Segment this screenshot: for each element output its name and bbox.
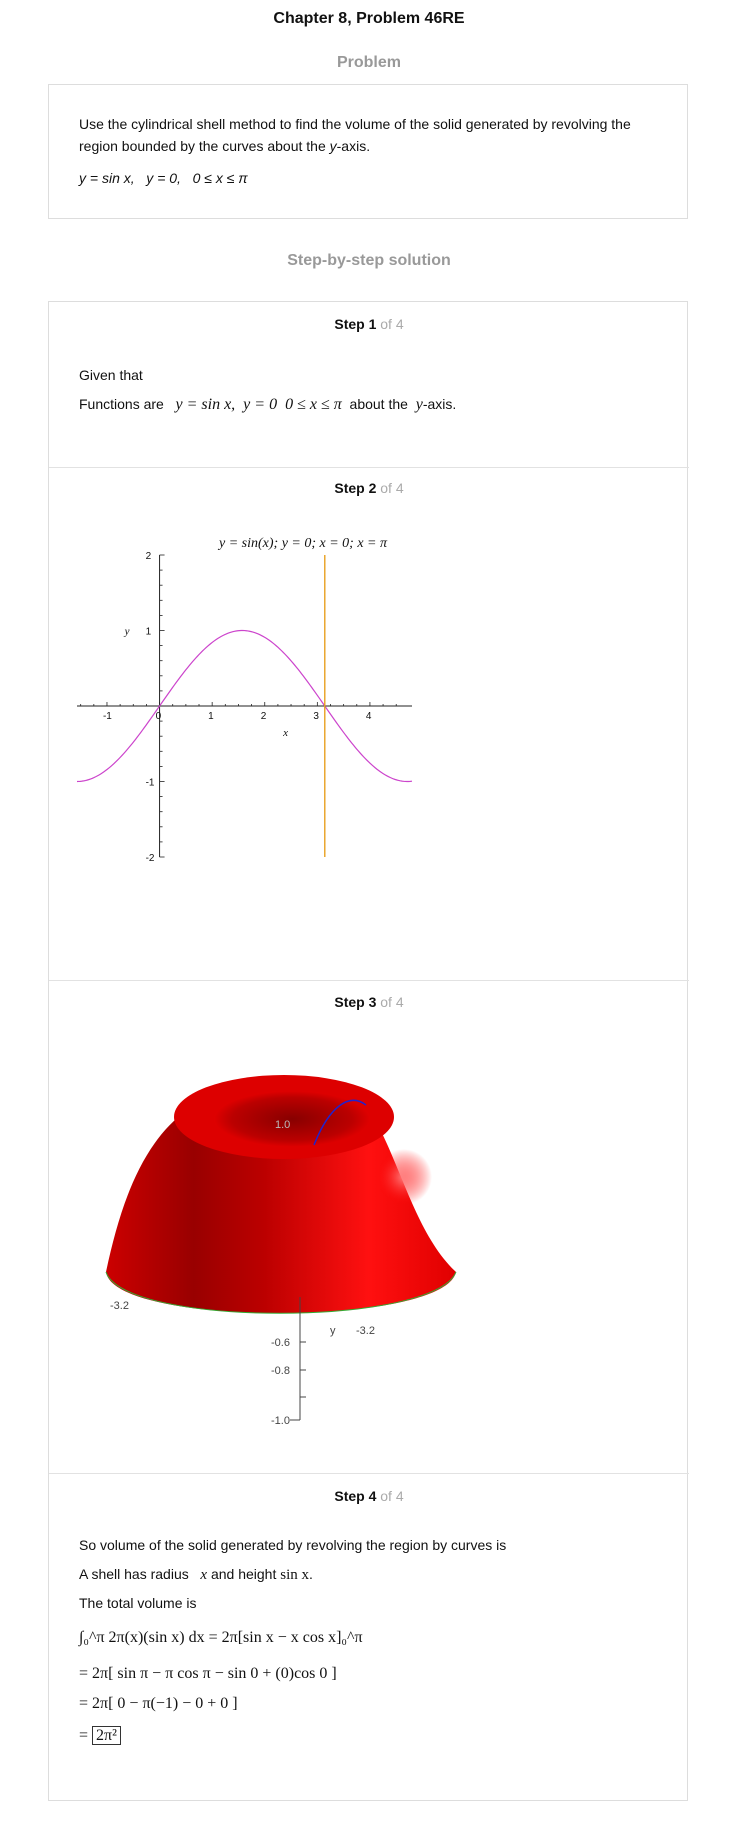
generating-curve bbox=[313, 1099, 367, 1146]
problem-text: Use the cylindrical shell method to find… bbox=[79, 116, 631, 154]
x-tick-label: 1 bbox=[208, 711, 214, 722]
y-tick-label: -1 bbox=[146, 778, 155, 789]
step-1-functions: Functions are y = sin x, y = 0 0 ≤ x ≤ π… bbox=[79, 396, 457, 413]
step-4-eq4: = 2π² bbox=[79, 1725, 121, 1747]
step-2-header: Step 2 of 4 bbox=[334, 480, 404, 496]
step-4-line1: So volume of the solid generated by revo… bbox=[79, 1537, 507, 1553]
solution-box: Step 1 of 4 Given that Functions are y =… bbox=[48, 301, 689, 1801]
step-4-line2: A shell has radius x and height sin x. bbox=[79, 1566, 313, 1583]
x-tick-label: -1 bbox=[103, 711, 112, 722]
x-tick-label: 4 bbox=[366, 711, 372, 722]
problem-box: Use the cylindrical shell method to find… bbox=[48, 84, 688, 219]
step-4-eq1: ∫₀^π 2π(x)(sin x) dx = 2π[sin x − x cos … bbox=[79, 1629, 363, 1646]
x-tick-label: 0 bbox=[156, 711, 162, 722]
y-tick-label: -2 bbox=[146, 853, 155, 864]
z-tick-neg06: -0.6 bbox=[271, 1337, 290, 1349]
solution-section-title: Step-by-step solution bbox=[287, 252, 451, 269]
y-tick-label: 2 bbox=[146, 551, 152, 562]
chart-ticks: -1 0 1 2 3 4 2 1 -1 -2 bbox=[80, 551, 397, 864]
problem-section-title: Problem bbox=[336, 54, 401, 71]
step-divider bbox=[49, 1473, 689, 1474]
chapter-title: Chapter 8, Problem 46RE bbox=[273, 10, 465, 27]
z-tick-neg10: -1.0 bbox=[271, 1415, 290, 1427]
step-1-header: Step 1 of 4 bbox=[334, 316, 404, 332]
solid-highlight bbox=[376, 1149, 432, 1205]
step-4-eq2: = 2π[ sin π − π cos π − sin 0 + (0)cos 0… bbox=[79, 1665, 337, 1682]
step-3-header: Step 3 of 4 bbox=[334, 994, 404, 1010]
step-4-eq3: = 2π[ 0 − π(−1) − 0 + 0 ] bbox=[79, 1695, 238, 1712]
z-tick-1: 1.0 bbox=[275, 1119, 290, 1131]
answer-box: 2π² bbox=[92, 1726, 121, 1745]
chart-title: y = sin(x); y = 0; x = 0; x = π bbox=[217, 536, 388, 551]
step-4-line3: The total volume is bbox=[79, 1595, 197, 1611]
chart-axes bbox=[77, 555, 412, 857]
x-neg-label: -3.2 bbox=[110, 1300, 129, 1312]
chart-ylabel: y bbox=[124, 626, 130, 638]
step-1-given: Given that bbox=[79, 367, 143, 383]
step-divider bbox=[49, 980, 689, 981]
solid-of-revolution: 1.0 -0.6 -0.8 -1.0 -3.2 y -3.2 bbox=[105, 1075, 457, 1427]
solid-hole bbox=[214, 1091, 370, 1147]
y-axis-label: y bbox=[330, 1325, 336, 1337]
sine-chart: y = sin(x); y = 0; x = 0; x = π -1 0 1 2 3 4 2… bbox=[77, 536, 413, 864]
x-tick-label: 2 bbox=[261, 711, 267, 722]
y-tick-label: 1 bbox=[146, 627, 152, 638]
problem-equations: y = sin x, y = 0, 0 ≤ x ≤ π bbox=[79, 170, 248, 186]
y-neg-label: -3.2 bbox=[356, 1325, 375, 1337]
z-tick-neg08: -0.8 bbox=[271, 1365, 290, 1377]
base-edge bbox=[105, 1271, 457, 1314]
x-tick-label: 3 bbox=[313, 711, 319, 722]
step-4-header: Step 4 of 4 bbox=[334, 1488, 404, 1504]
step-divider bbox=[49, 467, 689, 468]
sine-curve bbox=[77, 629, 413, 783]
chart-xlabel: x bbox=[282, 727, 288, 739]
